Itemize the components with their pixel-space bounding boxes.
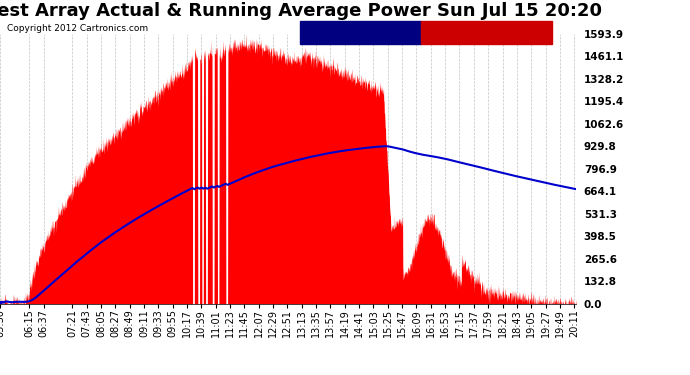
Text: Average  (DC Watts): Average (DC Watts) [304,28,407,37]
Text: West Array  (DC Watts): West Array (DC Watts) [424,28,542,37]
Text: Copyright 2012 Cartronics.com: Copyright 2012 Cartronics.com [7,24,148,33]
Text: West Array Actual & Running Average Power Sun Jul 15 20:20: West Array Actual & Running Average Powe… [0,2,602,20]
